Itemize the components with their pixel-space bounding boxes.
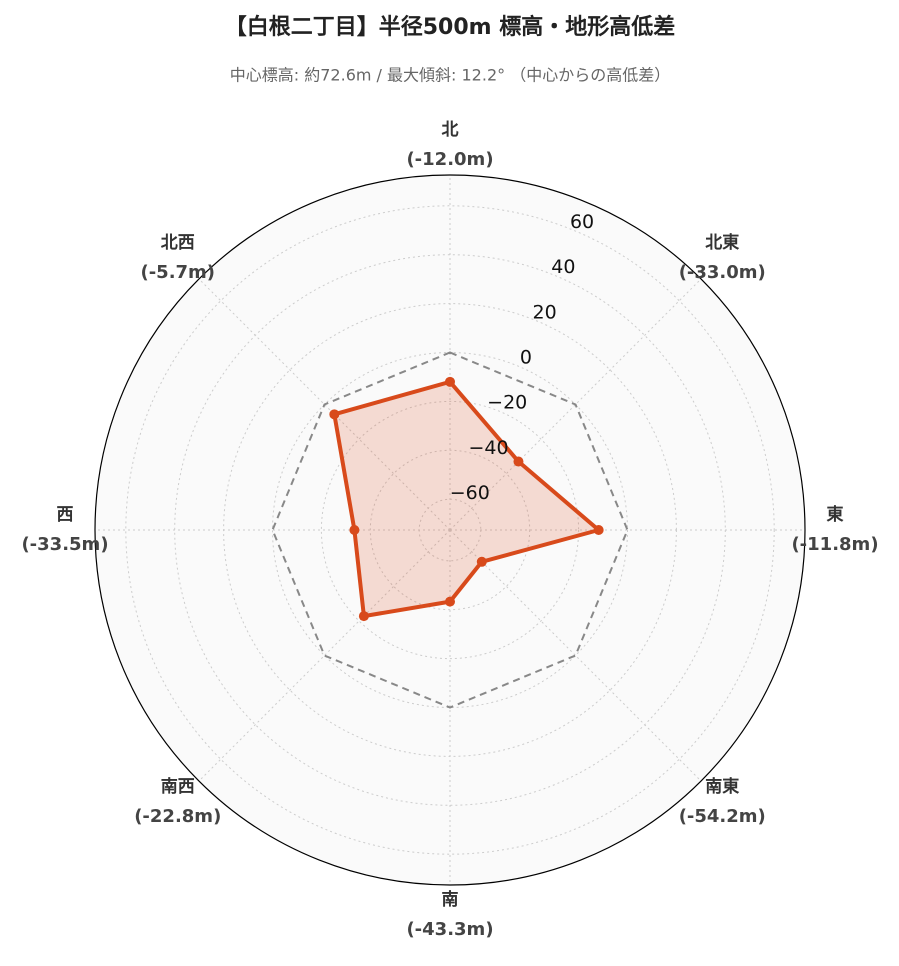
point — [476, 556, 487, 567]
value-label: (-22.8m) — [134, 806, 221, 827]
value-label: (-12.0m) — [406, 149, 493, 170]
category-label: 南 — [442, 889, 459, 910]
point — [349, 525, 360, 535]
value-label: (-5.7m) — [140, 262, 215, 283]
spoke — [449, 529, 702, 782]
spoke — [449, 278, 702, 531]
r-tick-label: −60 — [450, 482, 490, 504]
grid-circle — [369, 449, 531, 611]
point — [329, 409, 340, 420]
category-label: 南東 — [705, 776, 739, 797]
grid-circle — [320, 400, 580, 660]
category-label: 北 — [442, 120, 459, 140]
r-tick-label: −20 — [487, 392, 527, 414]
value-label: (-43.3m) — [406, 919, 493, 940]
spoke — [198, 278, 451, 531]
r-tick-label: −40 — [468, 437, 508, 459]
category-label: 東 — [827, 504, 844, 525]
baseline — [271, 351, 629, 709]
plot-border — [94, 174, 806, 886]
point — [513, 456, 524, 467]
value-label: (-54.2m) — [679, 806, 766, 827]
category-label: 北西 — [161, 233, 195, 253]
grid-circle — [125, 205, 775, 855]
r-tick-label: 40 — [551, 256, 575, 278]
chart-title: 【白根二丁目】半径500m 標高・地形高低差 — [225, 14, 676, 40]
spoke — [198, 529, 451, 782]
r-tick-label: 60 — [570, 211, 594, 233]
value-label: (-33.0m) — [679, 262, 766, 283]
value-label: (-11.8m) — [791, 534, 878, 555]
category-label: 北東 — [705, 232, 739, 253]
point — [358, 611, 369, 622]
chart-subtitle: 中心標高: 約72.6m / 最大傾斜: 12.2° （中心からの高低差） — [230, 66, 670, 85]
category-label: 南西 — [161, 776, 195, 797]
r-tick-label: 20 — [533, 301, 557, 323]
category-label: 西 — [57, 505, 74, 525]
r-tick-label: 0 — [520, 347, 532, 369]
point — [445, 596, 455, 607]
point — [445, 376, 455, 387]
value-label: (-33.5m) — [21, 534, 108, 555]
point — [593, 525, 604, 535]
